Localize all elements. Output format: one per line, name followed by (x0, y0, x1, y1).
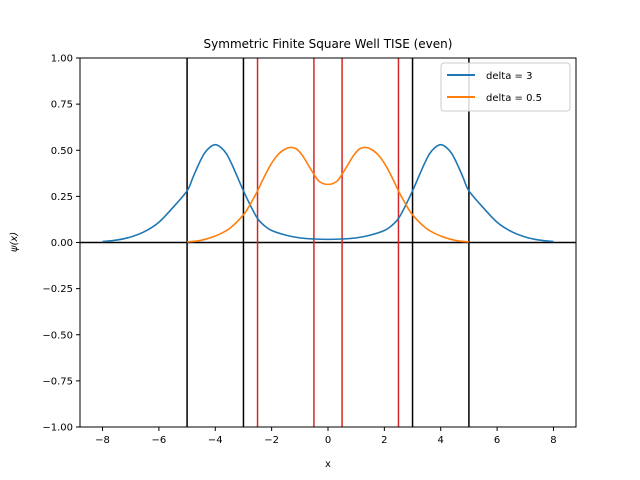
y-tick-label: 0.75 (51, 100, 73, 111)
x-tick-label: −2 (264, 435, 279, 446)
legend-label-delta-0-5: delta = 0.5 (486, 93, 542, 104)
x-axis-label: x (325, 459, 331, 470)
chart-title: Symmetric Finite Square Well TISE (even) (204, 37, 453, 51)
x-tick-label: 8 (550, 435, 556, 446)
y-tick-label: −0.75 (42, 376, 73, 387)
x-tick-label: −4 (208, 435, 223, 446)
legend: delta = 3 delta = 0.5 (440, 62, 571, 112)
legend-label-delta-3: delta = 3 (486, 71, 532, 82)
y-tick-label: 1.00 (51, 54, 73, 65)
x-tick-label: −6 (152, 435, 167, 446)
x-tick-label: 6 (494, 435, 500, 446)
reference-lines (80, 58, 576, 427)
x-tick-label: −8 (95, 435, 110, 446)
y-tick-label: 0.00 (51, 238, 73, 249)
x-axis: −8 −6 −4 −2 0 2 4 6 8 (95, 427, 557, 446)
x-tick-label: 4 (438, 435, 444, 446)
y-axis: 1.00 0.75 0.50 0.25 0.00 −0.25 −0.50 −0.75 −1.00 (42, 54, 80, 434)
y-axis-label: ψ(x) (9, 232, 20, 252)
x-tick-label: 0 (325, 435, 331, 446)
y-tick-label: 0.50 (51, 146, 73, 157)
x-tick-label: 2 (381, 435, 387, 446)
series-line-delta-3 (102, 143, 554, 243)
series-lines (102, 143, 554, 243)
y-tick-label: −0.25 (42, 284, 73, 295)
y-tick-label: 0.25 (51, 192, 73, 203)
y-tick-label: −1.00 (42, 423, 73, 434)
series-line-delta-0-5 (186, 146, 470, 243)
y-tick-label: −0.50 (42, 330, 73, 341)
